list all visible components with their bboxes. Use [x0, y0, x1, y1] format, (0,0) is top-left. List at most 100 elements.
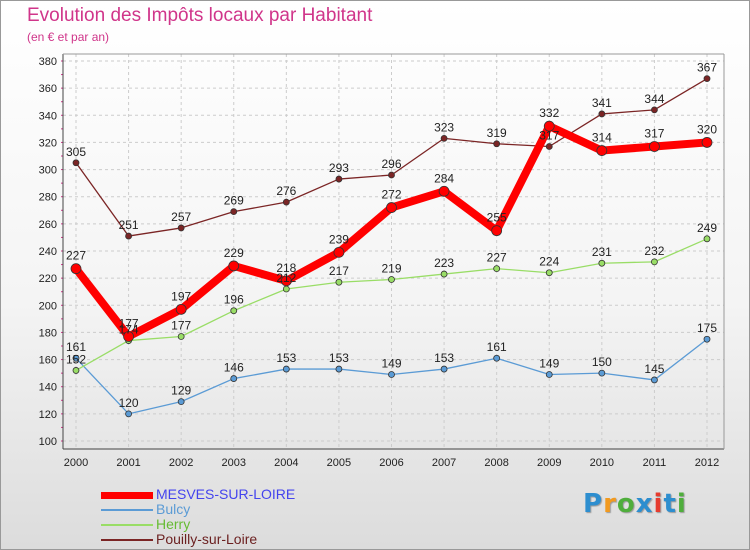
logo-letter: o: [616, 489, 636, 519]
logo-letter: x: [635, 489, 654, 519]
data-point-bulcy-2000: [72, 354, 80, 362]
y-tick-label-260: 260: [39, 219, 57, 231]
data-label-bulcy-2000: 161: [66, 340, 86, 354]
data-label-herry-2009: 224: [539, 255, 559, 269]
data-label-mesves-sur-loire-2002: 197: [171, 289, 191, 303]
data-label-bulcy-2012: 175: [697, 321, 717, 335]
data-point-bulcy-2012: [703, 335, 711, 343]
y-tick-label-220: 220: [39, 273, 57, 285]
legend-swatch-mesves-sur-loire: [101, 491, 153, 499]
data-label-mesves-sur-loire-2005: 239: [329, 232, 349, 246]
data-label-mesves-sur-loire-2000: 227: [66, 249, 86, 263]
x-tick-label-2008: 2008: [484, 457, 508, 469]
data-label-mesves-sur-loire-2006: 272: [381, 188, 401, 202]
data-point-herry-2010: [598, 259, 606, 267]
y-tick-label-340: 340: [39, 110, 57, 122]
legend-label-pouilly-sur-loire: Pouilly-sur-Loire: [156, 531, 258, 547]
x-tick-label-2001: 2001: [116, 457, 140, 469]
data-point-mesves-sur-loire-2007: [438, 185, 450, 197]
y-tick-label-380: 380: [39, 56, 57, 68]
logo-letter: P: [583, 489, 604, 519]
y-tick-label-240: 240: [39, 246, 57, 258]
legend-label-mesves-sur-loire: MESVES-SUR-LOIRE: [156, 486, 296, 502]
data-point-pouilly-sur-loire-2009: [545, 143, 553, 150]
data-label-bulcy-2005: 153: [329, 351, 349, 365]
data-label-mesves-sur-loire-2008: 255: [487, 211, 507, 225]
data-point-herry-2007: [440, 270, 448, 278]
y-tick-label-200: 200: [39, 300, 57, 312]
data-label-mesves-sur-loire-2009: 332: [539, 106, 559, 120]
x-tick-label-2011: 2011: [643, 457, 667, 469]
x-tick-label-2012: 2012: [695, 457, 719, 469]
logo-letter: i: [653, 489, 664, 519]
data-point-herry-2009: [545, 269, 553, 277]
data-label-mesves-sur-loire-2011: 317: [644, 127, 664, 141]
data-label-pouilly-sur-loire-2010: 341: [592, 96, 612, 110]
data-point-bulcy-2007: [440, 365, 448, 373]
data-point-bulcy-2008: [493, 354, 501, 362]
x-tick-label-2005: 2005: [327, 457, 351, 469]
data-point-bulcy-2010: [598, 369, 606, 377]
data-point-pouilly-sur-loire-2006: [388, 171, 395, 179]
data-label-herry-2000: 152: [66, 352, 86, 366]
data-point-pouilly-sur-loire-2007: [440, 134, 448, 142]
data-point-bulcy-2011: [651, 376, 658, 384]
x-tick-label-2004: 2004: [274, 457, 298, 469]
proxiti-logo: Proxiti: [583, 489, 687, 519]
data-label-bulcy-2006: 149: [381, 357, 401, 371]
legend-label-bulcy: Bulcy: [156, 501, 191, 517]
data-point-mesves-sur-loire-2010: [596, 145, 608, 156]
data-point-bulcy-2002: [177, 398, 185, 406]
data-point-pouilly-sur-loire-2002: [177, 224, 185, 232]
data-label-pouilly-sur-loire-2007: 323: [434, 120, 454, 134]
data-label-herry-2010: 231: [592, 245, 612, 259]
data-point-pouilly-sur-loire-2008: [493, 140, 501, 148]
data-label-bulcy-2007: 153: [434, 351, 454, 365]
data-label-bulcy-2009: 149: [539, 357, 559, 371]
data-label-mesves-sur-loire-2007: 284: [434, 171, 454, 185]
legend-label-herry: Herry: [156, 516, 191, 532]
y-tick-label-300: 300: [39, 165, 57, 177]
data-point-herry-2011: [651, 258, 658, 266]
y-tick-label-140: 140: [39, 382, 57, 394]
y-tick-label-320: 320: [39, 137, 57, 149]
logo-letter: r: [603, 489, 617, 519]
data-label-herry-2011: 232: [644, 244, 664, 258]
logo-letter: t: [663, 489, 677, 519]
data-label-bulcy-2010: 150: [592, 355, 612, 369]
data-point-herry-2008: [493, 265, 501, 273]
x-tick-label-2007: 2007: [432, 457, 456, 469]
data-label-bulcy-2002: 129: [171, 384, 191, 398]
data-point-mesves-sur-loire-2002: [175, 303, 187, 315]
data-label-pouilly-sur-loire-2002: 257: [171, 210, 191, 224]
data-label-herry-2001: 174: [119, 323, 139, 337]
data-point-herry-2012: [703, 235, 711, 243]
chart-subtitle: (en € et par an): [27, 30, 110, 44]
logo-letter: i: [676, 489, 687, 519]
data-label-pouilly-sur-loire-2005: 293: [329, 161, 349, 175]
data-label-pouilly-sur-loire-2011: 344: [644, 92, 664, 106]
data-point-mesves-sur-loire-2011: [649, 141, 660, 152]
chart-title: Evolution des Impôts locaux par Habitant: [27, 5, 373, 26]
data-label-pouilly-sur-loire-2001: 251: [119, 218, 139, 232]
legend-swatch-pouilly-sur-loire: [101, 539, 153, 541]
data-label-pouilly-sur-loire-2012: 367: [697, 61, 717, 75]
data-point-bulcy-2001: [125, 410, 132, 418]
data-point-mesves-sur-loire-2000: [70, 263, 82, 275]
x-tick-label-2000: 2000: [64, 457, 88, 469]
data-label-herry-2002: 177: [171, 319, 191, 333]
data-label-mesves-sur-loire-2001: 177: [119, 317, 139, 331]
y-tick-label-100: 100: [39, 436, 57, 448]
data-label-mesves-sur-loire-2003: 229: [224, 246, 244, 260]
data-label-herry-2006: 219: [381, 262, 401, 276]
data-point-bulcy-2006: [388, 371, 395, 378]
data-point-mesves-sur-loire-2006: [386, 202, 397, 213]
data-label-pouilly-sur-loire-2004: 276: [276, 184, 296, 198]
legend-swatch-bulcy: [101, 509, 153, 511]
x-tick-label-2006: 2006: [379, 457, 403, 469]
data-point-mesves-sur-loire-2004: [280, 275, 292, 287]
y-tick-label-180: 180: [39, 327, 57, 339]
data-label-bulcy-2003: 146: [224, 361, 244, 375]
